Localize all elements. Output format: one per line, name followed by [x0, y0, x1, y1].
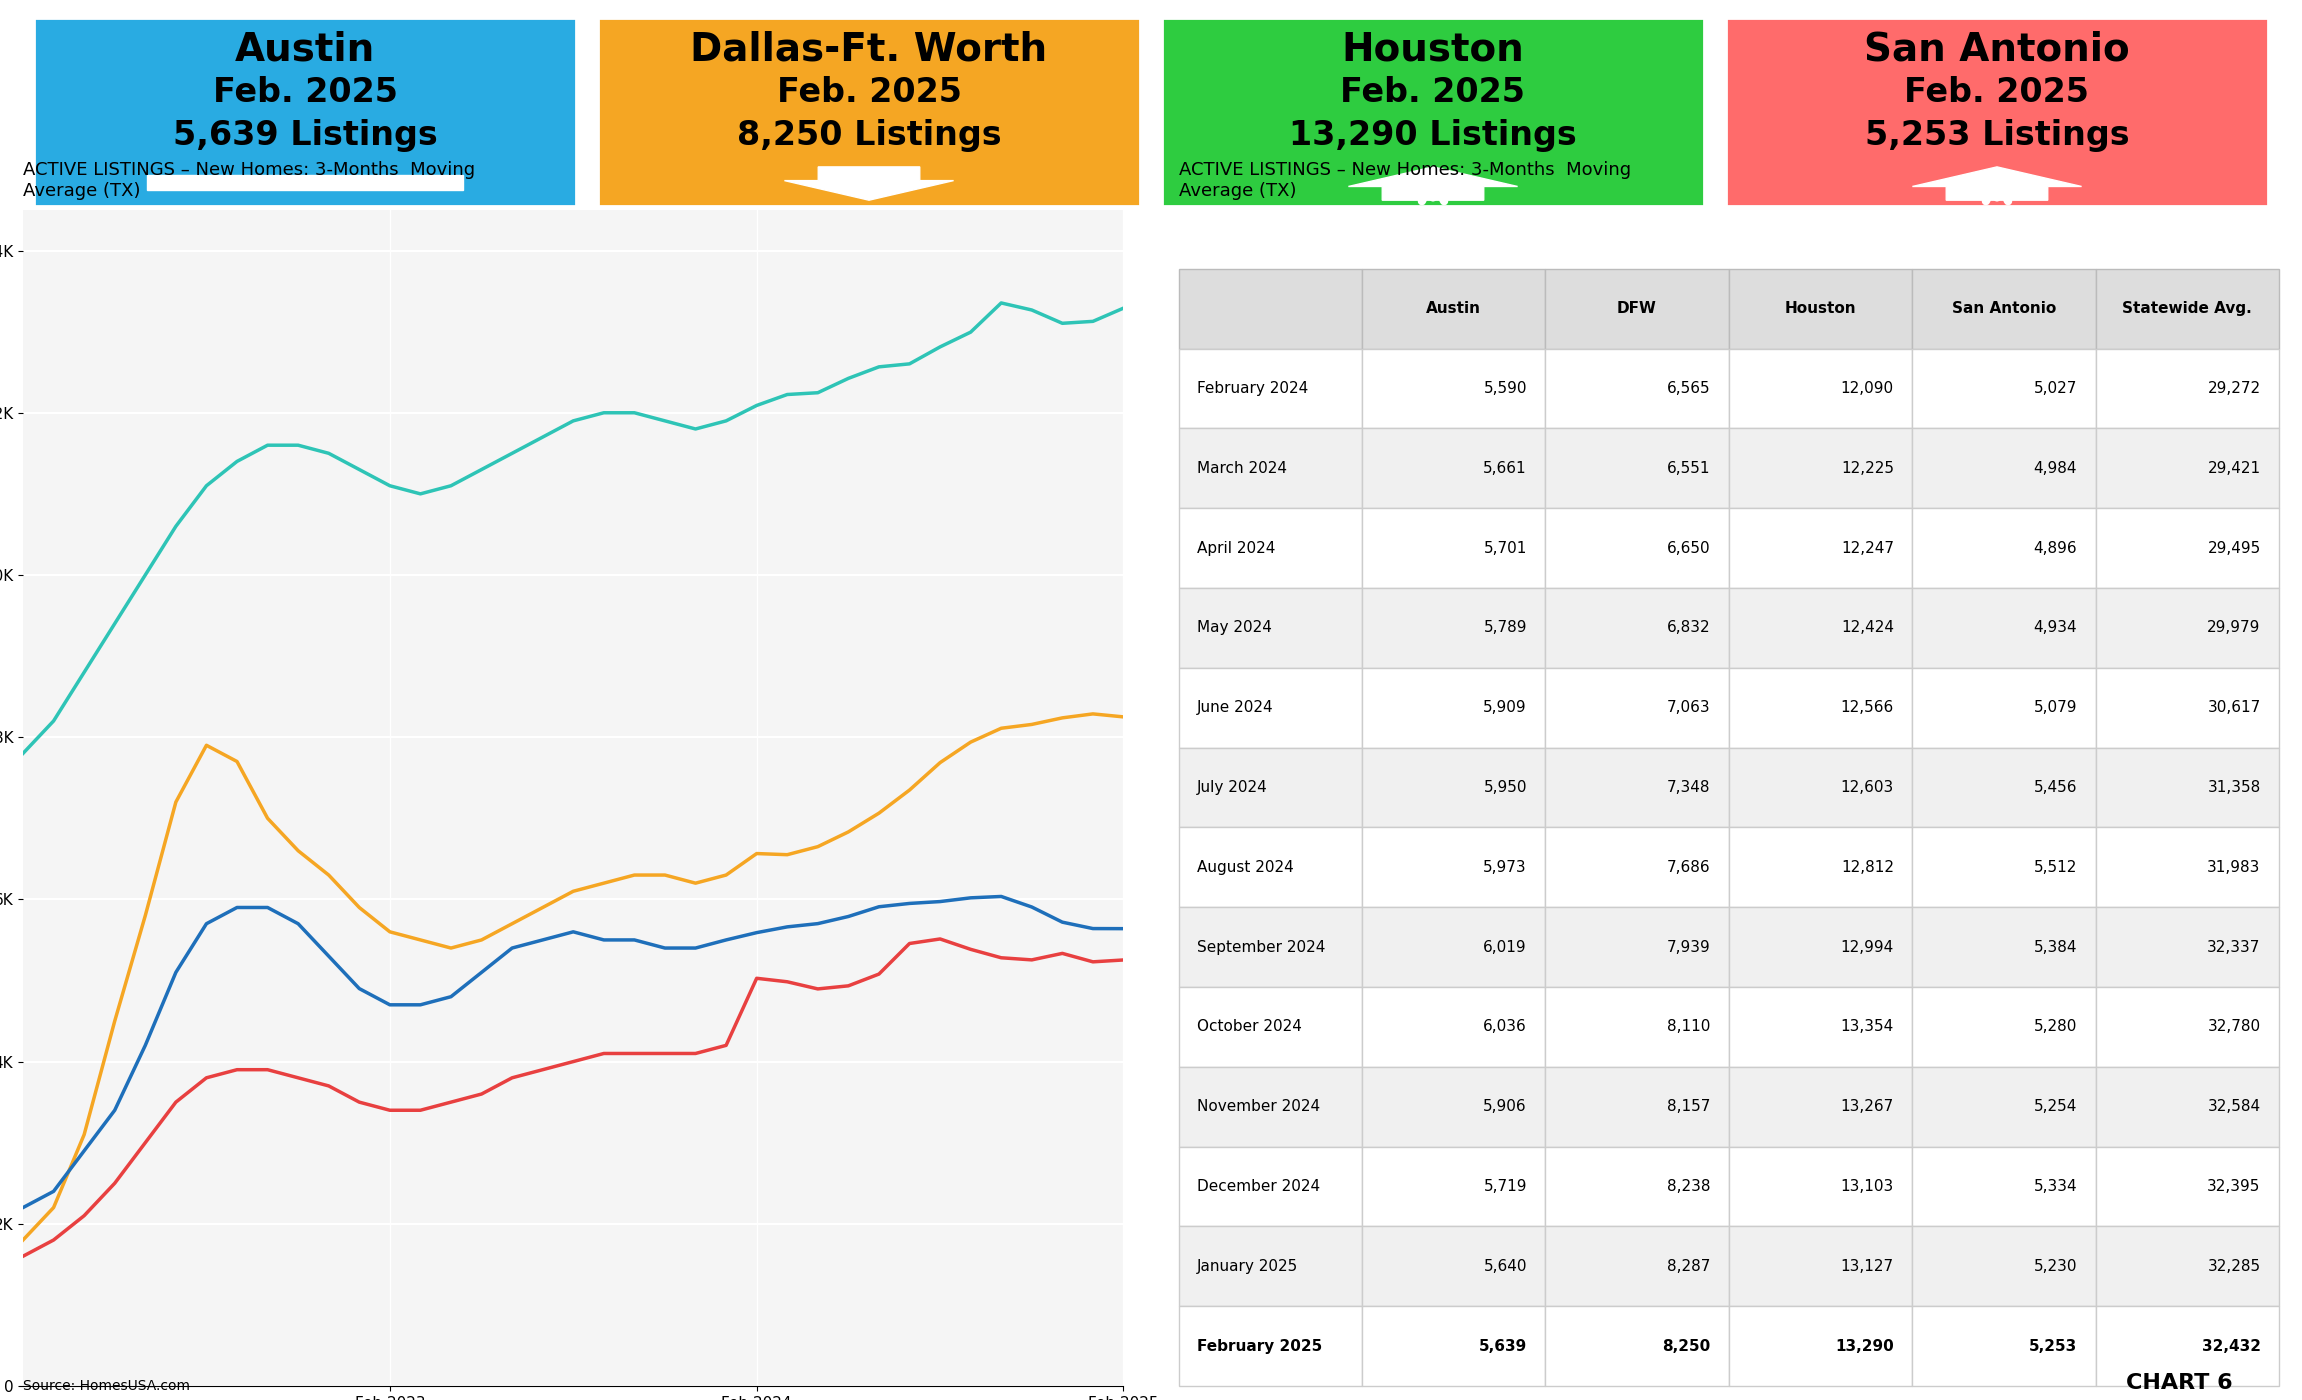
Text: Houston: Houston: [1342, 31, 1524, 69]
Text: 8,250 Listings: 8,250 Listings: [737, 119, 1001, 153]
FancyBboxPatch shape: [1726, 18, 2267, 206]
Text: Source: HomesUSA.com: Source: HomesUSA.com: [23, 1379, 191, 1393]
FancyArrow shape: [1349, 167, 1517, 200]
FancyBboxPatch shape: [35, 18, 575, 206]
FancyBboxPatch shape: [147, 175, 463, 190]
Text: Feb. 2025: Feb. 2025: [1904, 76, 2090, 109]
Text: 13,290 Listings: 13,290 Listings: [1289, 119, 1577, 153]
Text: Feb. 2025: Feb. 2025: [212, 76, 398, 109]
Text: San Antonio: San Antonio: [1865, 31, 2129, 69]
FancyBboxPatch shape: [1163, 18, 1703, 206]
Text: 5,253 Listings: 5,253 Listings: [1865, 119, 2129, 153]
Text: Dallas-Ft. Worth: Dallas-Ft. Worth: [691, 31, 1047, 69]
Text: 5,639 Listings: 5,639 Listings: [173, 119, 437, 153]
Text: Feb. 2025: Feb. 2025: [776, 76, 962, 109]
Text: Feb. 2025: Feb. 2025: [1340, 76, 1526, 109]
FancyBboxPatch shape: [599, 18, 1139, 206]
Text: CHART 6: CHART 6: [2127, 1373, 2233, 1393]
FancyArrow shape: [1913, 167, 2081, 200]
FancyArrow shape: [785, 167, 953, 200]
Text: Austin: Austin: [235, 31, 375, 69]
Text: ACTIVE LISTINGS – New Homes: 3-Months  Moving
Average (TX): ACTIVE LISTINGS – New Homes: 3-Months Mo…: [23, 161, 474, 200]
Text: ACTIVE LISTINGS – New Homes: 3-Months  Moving
Average (TX): ACTIVE LISTINGS – New Homes: 3-Months Mo…: [1179, 161, 1630, 200]
